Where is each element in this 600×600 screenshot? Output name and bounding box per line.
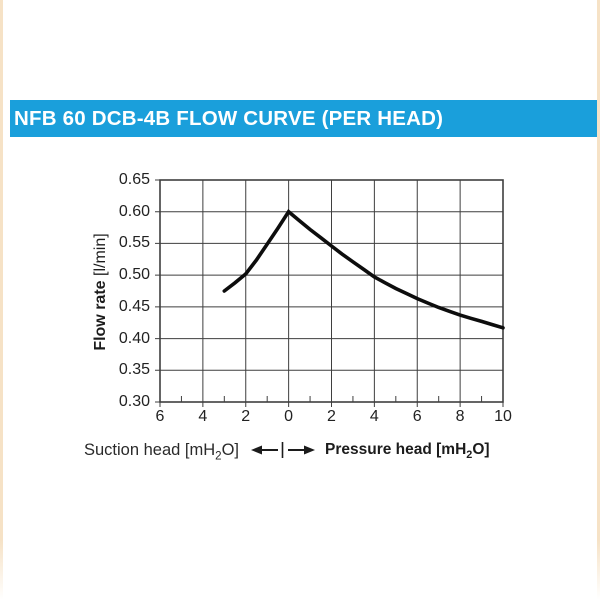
x-tick-label: 2 [241, 408, 251, 425]
x-tick-label: 4 [369, 408, 379, 425]
y-tick-label: 0.60 [118, 202, 150, 220]
y-tick-label: 0.40 [118, 329, 150, 347]
y-tick-label: 0.30 [118, 393, 150, 410]
section-title-bar: NFB 60 DCB-4B FLOW CURVE (PER HEAD) [10, 100, 597, 137]
x-axis-caption: Suction head [mH2O] Pressure head [mH2O] [84, 438, 496, 462]
pressure-head-label: Pressure head [mH2O] [325, 441, 490, 462]
x-tick-label: 8 [455, 408, 465, 425]
flow-curve-chart: 0.65 0.60 0.55 0.50 0.45 0.40 0.35 0.30 6 4 2 0 2 4 6 8… [0, 150, 600, 480]
suction-head-label: Suction head [mH2O] [84, 440, 239, 462]
suction-pressure-arrow-icon [250, 441, 316, 459]
y-tick-label: 0.35 [118, 361, 150, 379]
y-tick-label: 0.50 [118, 266, 150, 284]
x-tick-label: 2 [327, 408, 336, 425]
x-tick-label: 10 [494, 408, 512, 425]
y-tick-label: 0.55 [118, 234, 150, 252]
y-tick-label: 0.45 [118, 297, 150, 315]
x-tick-label: 0 [284, 408, 294, 425]
flow-curve-plot [155, 179, 505, 407]
y-axis-title: Flow rate [l/min] [92, 233, 109, 351]
x-tick-label: 6 [412, 408, 422, 425]
x-tick-label: 4 [198, 408, 208, 425]
flow-rate-curve [222, 209, 505, 330]
y-tick-label: 0.65 [118, 171, 150, 188]
section-title: NFB 60 DCB-4B FLOW CURVE (PER HEAD) [14, 106, 444, 130]
x-tick-label: 6 [155, 408, 165, 425]
